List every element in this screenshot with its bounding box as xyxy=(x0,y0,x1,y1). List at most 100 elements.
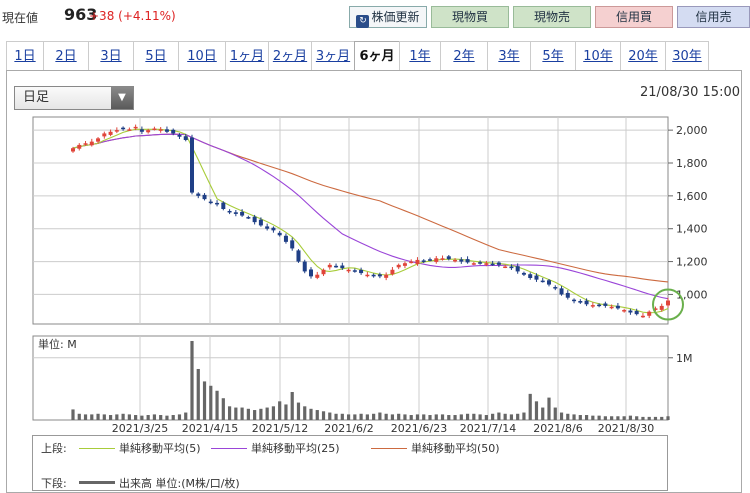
volume-bar xyxy=(196,368,200,420)
candle-body xyxy=(352,270,357,272)
candle-body xyxy=(540,280,545,283)
volume-bar xyxy=(647,416,651,420)
candle-body xyxy=(609,306,614,309)
spot-buy-button[interactable]: 現物買 xyxy=(431,6,509,28)
volume-bar xyxy=(628,415,633,420)
candle-body xyxy=(484,263,489,265)
tab-11[interactable]: 3年 xyxy=(487,41,531,71)
volume-bar xyxy=(409,415,413,420)
candle-body xyxy=(152,128,157,130)
volume-bar xyxy=(165,415,169,420)
volume-bar xyxy=(102,414,106,420)
candle-body xyxy=(252,216,257,223)
volume-bar xyxy=(566,413,570,420)
volume-bar xyxy=(77,413,81,420)
interval-select[interactable]: 日足 ▼ xyxy=(14,86,134,110)
margin-buy-button[interactable]: 信用買 xyxy=(595,6,673,28)
price-change: +38 (+4.11%) xyxy=(89,9,176,23)
tab-9[interactable]: 1年 xyxy=(399,41,441,71)
volume-bar xyxy=(528,393,532,420)
volume-bar xyxy=(459,414,463,420)
tab-14[interactable]: 20年 xyxy=(620,41,666,71)
candle-body xyxy=(346,269,351,272)
candle-body xyxy=(490,263,495,266)
refresh-price-button[interactable]: ↻ 株価更新 xyxy=(349,6,427,28)
price-tick-label: 1,000 xyxy=(676,288,708,301)
tab-0[interactable]: 1日 xyxy=(6,41,44,71)
volume-bar xyxy=(422,414,426,420)
legend-volume: 出来高 単位:(M株/口/枚) xyxy=(119,477,240,490)
volume-bar xyxy=(597,415,601,420)
volume-bar xyxy=(246,408,250,420)
tab-13[interactable]: 10年 xyxy=(575,41,621,71)
tab-3[interactable]: 5日 xyxy=(133,41,179,71)
chart-legend: 上段: 単純移動平均(5) 単純移動平均(25) 単純移動平均(50) 下段: … xyxy=(32,435,668,491)
candle-body xyxy=(121,127,126,130)
x-tick-label: 2021/6/2 xyxy=(324,422,373,435)
tab-6[interactable]: 2ヶ月 xyxy=(268,41,312,71)
candle-body xyxy=(133,126,138,129)
candle-body xyxy=(258,219,263,226)
tab-1[interactable]: 2日 xyxy=(43,41,89,71)
volume-bar xyxy=(328,412,332,420)
legend-upper-label: 上段: xyxy=(41,442,67,455)
candle-body xyxy=(666,300,670,306)
x-tick-label: 2021/5/12 xyxy=(252,422,308,435)
candle-body xyxy=(302,261,307,272)
price-plot-area xyxy=(32,116,669,325)
tab-8[interactable]: 6ヶ月 xyxy=(354,41,400,71)
volume-bar xyxy=(509,414,514,420)
volume-bar xyxy=(516,413,520,420)
candle-body xyxy=(240,211,245,216)
volume-bar xyxy=(215,390,219,420)
tab-15[interactable]: 30年 xyxy=(665,41,709,71)
margin-sell-button[interactable]: 信用売 xyxy=(677,6,750,28)
volume-bar xyxy=(309,408,313,420)
candle-body xyxy=(465,259,470,263)
candle-body xyxy=(547,280,551,285)
refresh-icon: ↻ xyxy=(356,15,370,28)
volume-bar xyxy=(184,412,188,420)
tab-5[interactable]: 1ヶ月 xyxy=(225,41,269,71)
candle-body xyxy=(640,315,645,318)
volume-bar xyxy=(547,397,551,420)
tab-2[interactable]: 3日 xyxy=(88,41,134,71)
candle-body xyxy=(440,258,445,260)
candle-body xyxy=(496,262,501,265)
volume-bar xyxy=(390,414,395,420)
volume-bar xyxy=(140,415,144,420)
volume-tick-label: 1M xyxy=(676,352,693,365)
candle-body xyxy=(139,129,144,132)
candle-body xyxy=(402,263,407,266)
candle-body xyxy=(453,259,458,262)
quote-header: 現在値 963 +38 (+4.11%) ↻ 株価更新 現物買 現物売 信用買 信… xyxy=(0,0,750,34)
chevron-down-icon: ▼ xyxy=(111,87,133,109)
volume-bar xyxy=(591,415,595,420)
spot-sell-button[interactable]: 現物売 xyxy=(513,6,591,28)
volume-bar xyxy=(121,413,125,420)
volume-bar xyxy=(453,415,457,420)
candle-body xyxy=(309,269,313,277)
price-tick-label: 1,800 xyxy=(676,157,708,170)
candle-body xyxy=(553,287,558,289)
volume-bar xyxy=(152,414,157,420)
candle-body xyxy=(114,130,119,132)
volume-bar xyxy=(465,413,470,420)
candle-body xyxy=(334,265,339,268)
candle-body xyxy=(183,136,188,140)
candle-body xyxy=(446,256,451,260)
volume-bar xyxy=(553,407,557,420)
tab-12[interactable]: 5年 xyxy=(530,41,576,71)
candle-body xyxy=(321,269,326,275)
candle-body xyxy=(290,240,295,249)
candle-body xyxy=(396,264,401,268)
price-tick-label: 1,400 xyxy=(676,223,708,236)
candle-body xyxy=(371,274,376,277)
x-tick-label: 2021/8/30 xyxy=(598,422,654,435)
volume-unit-label: 単位: M xyxy=(38,337,77,351)
tab-7[interactable]: 3ヶ月 xyxy=(311,41,355,71)
tab-4[interactable]: 10日 xyxy=(178,41,226,71)
volume-bar xyxy=(303,406,307,420)
candle-body xyxy=(221,202,226,209)
candle-body xyxy=(246,217,251,219)
